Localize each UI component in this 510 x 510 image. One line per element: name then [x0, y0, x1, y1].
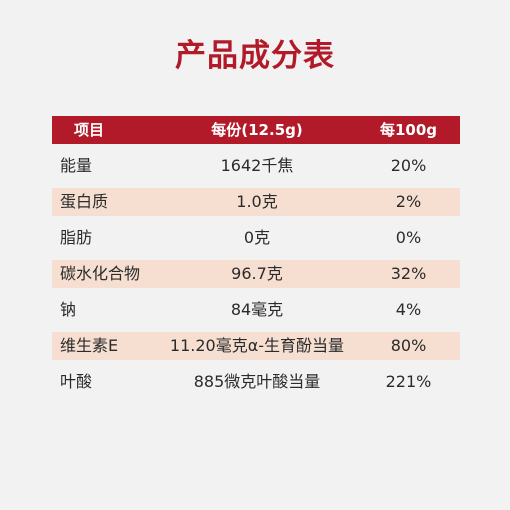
per-100g-value: 4% — [395, 300, 422, 319]
table-header-row: 项目 每份(12.5g) 每100g — [52, 116, 460, 144]
table-row: 脂肪 0克 0% — [52, 224, 460, 252]
per-100g-value: 2% — [395, 192, 422, 211]
table-row: 蛋白质 1.0克 2% — [52, 188, 460, 216]
per-serving-value: 11.20毫克α-生育酚当量 — [169, 336, 345, 355]
page-title: 产品成分表 — [175, 38, 335, 74]
table-row: 维生素E 11.20毫克α-生育酚当量 80% — [52, 332, 460, 360]
nutrient-name: 维生素E — [60, 336, 119, 355]
nutrition-table: 项目 每份(12.5g) 每100g 能量 1642千焦 20% 蛋白质 1.0… — [52, 116, 460, 404]
nutrient-name: 蛋白质 — [60, 192, 109, 211]
per-100g-value: 0% — [395, 228, 422, 247]
per-serving-value: 1642千焦 — [220, 156, 294, 175]
per-serving-value: 84毫克 — [230, 300, 284, 319]
per-100g-value: 32% — [390, 264, 427, 283]
nutrient-name: 能量 — [60, 156, 93, 175]
per-100g-value: 20% — [390, 156, 427, 175]
per-serving-value: 1.0克 — [236, 192, 278, 211]
per-serving-value: 96.7克 — [231, 264, 283, 283]
nutrient-name: 脂肪 — [60, 228, 93, 247]
per-serving-value: 0克 — [243, 228, 271, 247]
nutrient-name: 碳水化合物 — [60, 264, 141, 283]
table-row: 钠 84毫克 4% — [52, 296, 460, 324]
header-item: 项目 — [74, 121, 105, 139]
nutrient-name: 钠 — [60, 300, 77, 319]
nutrient-name: 叶酸 — [60, 372, 93, 391]
table-row: 碳水化合物 96.7克 32% — [52, 260, 460, 288]
header-per-serving: 每份(12.5g) — [211, 121, 303, 139]
per-serving-value: 885微克叶酸当量 — [193, 372, 321, 391]
per-100g-value: 80% — [390, 336, 427, 355]
table-row: 叶酸 885微克叶酸当量 221% — [52, 368, 460, 396]
table-row: 能量 1642千焦 20% — [52, 152, 460, 180]
header-per-100g: 每100g — [379, 121, 438, 139]
per-100g-value: 221% — [385, 372, 432, 391]
